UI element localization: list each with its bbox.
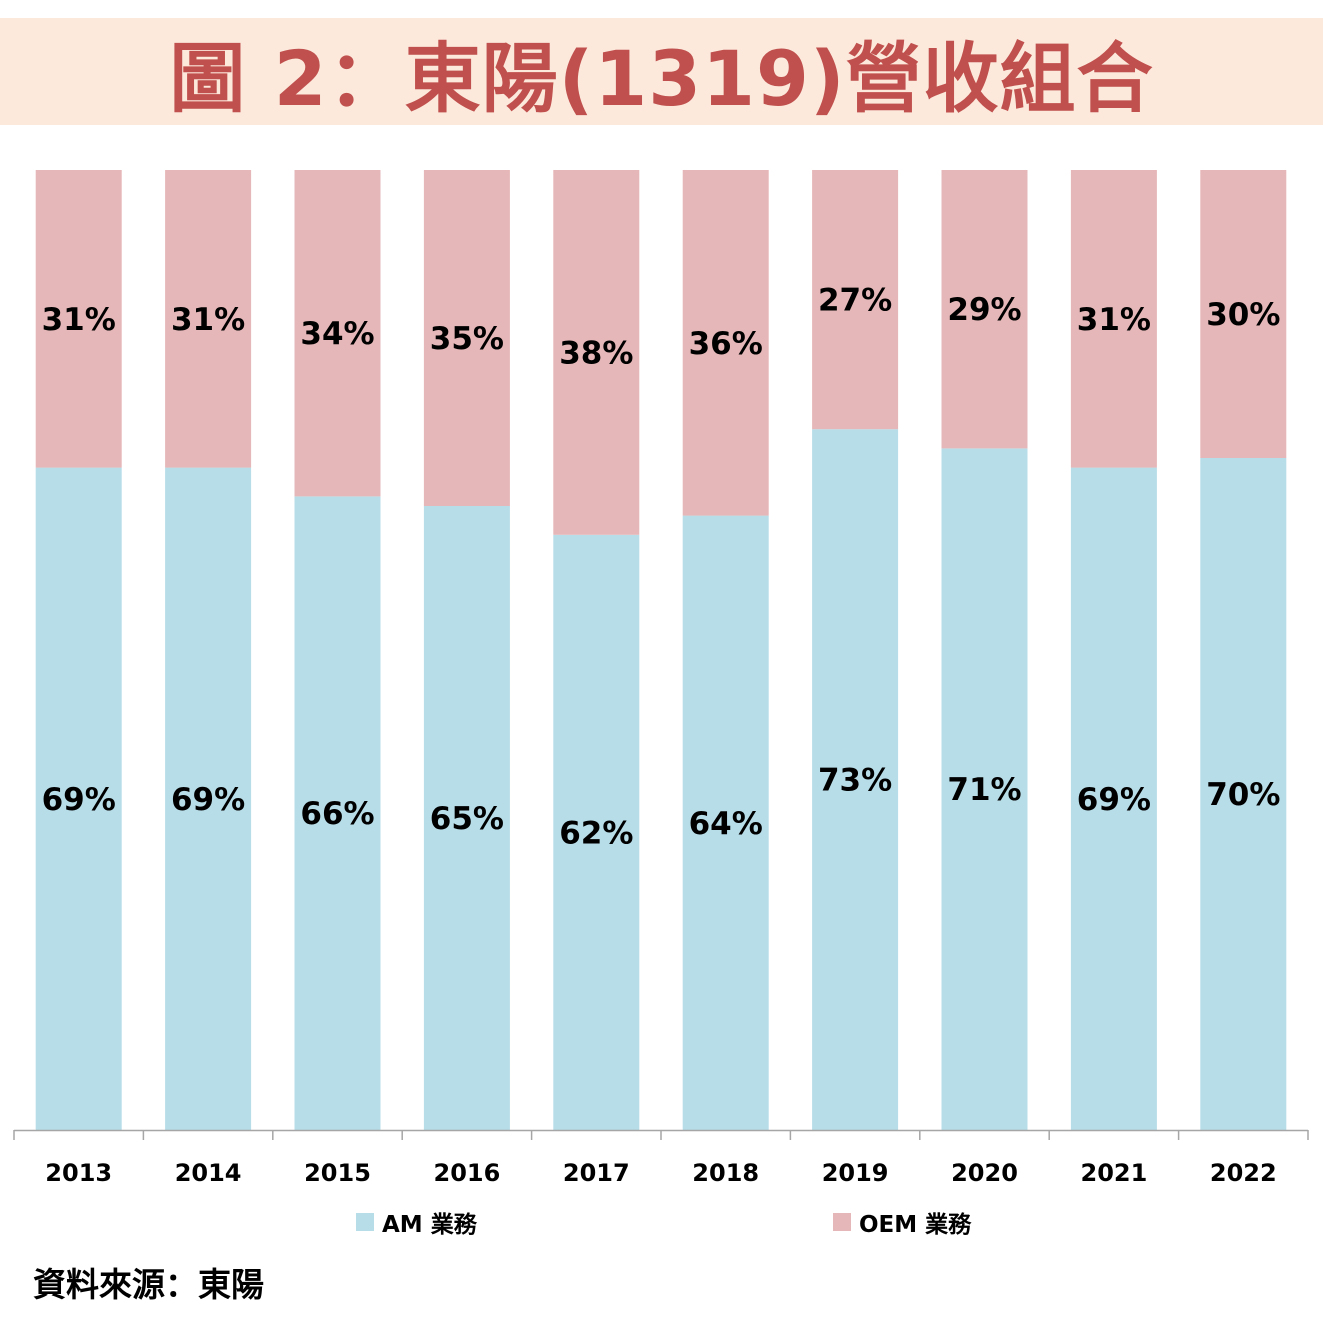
legend-swatch-oem [833,1213,851,1231]
chart-title: 圖 2：東陽(1319)營收組合 [169,33,1154,123]
legend-swatch-am [356,1213,374,1231]
data-label-oem-2020: 29% [947,292,1021,328]
bar-oem-2016 [423,170,510,506]
data-label-am-2022: 70% [1206,777,1280,813]
data-label-oem-2019: 27% [818,283,892,319]
bar-am-2013 [35,467,122,1131]
x-tick-label-2014: 2014 [175,1159,242,1187]
bar-oem-2021 [1070,170,1157,468]
x-tick-label-2022: 2022 [1210,1159,1277,1187]
legend-item-am: AM 業務 [356,1207,477,1238]
data-label-am-2021: 69% [1077,782,1151,818]
data-label-oem-2018: 36% [689,326,763,362]
data-label-am-2014: 69% [171,782,245,818]
data-label-oem-2013: 31% [42,302,116,338]
bar-am-2015 [294,496,381,1130]
x-tick-label-2013: 2013 [45,1159,112,1187]
bar-am-2019 [812,429,899,1130]
bar-oem-2020 [941,170,1028,449]
bar-am-2020 [941,448,1028,1130]
bar-oem-2014 [165,170,252,468]
bar-am-2014 [165,467,252,1131]
data-label-am-2017: 62% [559,815,633,851]
data-label-am-2013: 69% [42,782,116,818]
data-label-oem-2022: 30% [1206,297,1280,333]
bar-oem-2019 [812,170,899,430]
bar-am-2018 [682,515,769,1130]
data-label-am-2019: 73% [818,763,892,799]
data-label-oem-2021: 31% [1077,302,1151,338]
data-label-oem-2017: 38% [559,335,633,371]
x-tick-label-2015: 2015 [304,1159,371,1187]
data-label-oem-2014: 31% [171,302,245,338]
data-label-am-2018: 64% [689,806,763,842]
bar-oem-2013 [35,170,122,468]
source-note: 資料來源：東陽 [33,1265,264,1304]
legend-label-am: AM 業務 [382,1212,477,1238]
data-label-oem-2016: 35% [430,321,504,357]
bar-oem-2017 [553,170,640,535]
x-tick-label-2019: 2019 [822,1159,889,1187]
bar-am-2017 [553,534,640,1130]
legend-label-oem: OEM 業務 [859,1212,972,1238]
legend-item-oem: OEM 業務 [833,1207,972,1238]
x-tick-label-2020: 2020 [951,1159,1018,1187]
bar-am-2022 [1200,458,1287,1130]
x-tick-label-2016: 2016 [434,1159,501,1187]
x-tick-label-2018: 2018 [692,1159,759,1187]
data-label-am-2020: 71% [947,772,1021,808]
x-tick-label-2017: 2017 [563,1159,630,1187]
bar-oem-2022 [1200,170,1287,458]
bar-oem-2015 [294,170,381,497]
data-label-am-2015: 66% [300,796,374,832]
data-label-oem-2015: 34% [300,316,374,352]
bar-am-2021 [1070,467,1157,1131]
data-label-am-2016: 65% [430,801,504,837]
title-banner: 圖 2：東陽(1319)營收組合 [0,18,1323,125]
bar-oem-2018 [682,170,769,516]
x-tick-label-2021: 2021 [1081,1159,1148,1187]
bar-am-2016 [423,506,510,1130]
